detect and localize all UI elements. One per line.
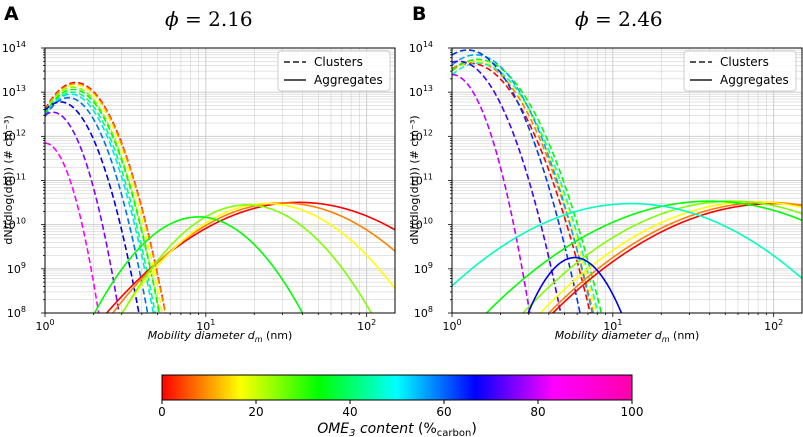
series-group xyxy=(452,49,802,313)
legend: Clusters Aggregates xyxy=(683,50,797,92)
series-dashed-80 xyxy=(45,101,140,313)
colorbar-tick-label: 40 xyxy=(342,405,357,419)
y-tick-label: 108 xyxy=(7,305,26,320)
series-dashed-10 xyxy=(45,82,167,313)
y-tick-label: 109 xyxy=(7,261,26,276)
phi-symbol: ϕ xyxy=(575,7,589,31)
series-dashed-0 xyxy=(452,62,592,313)
x-axis-label: Mobility diameter dm (nm) xyxy=(555,329,700,344)
phi-value: 2.16 xyxy=(208,7,253,31)
colorbar: 0 20 40 60 80 100 OME3 content (%carbon) xyxy=(158,374,643,437)
series-solid-30 xyxy=(522,200,802,313)
series-solid-30 xyxy=(121,204,373,313)
series-solid-20 xyxy=(539,200,802,313)
y-tick-label: 108 xyxy=(414,305,433,320)
x-tick-label: 100 xyxy=(35,318,54,333)
panel-a: A ϕ = 2.16 100 101 10210810910101011101210… xyxy=(2,3,396,344)
y-tick-label: 1014 xyxy=(2,40,26,55)
series-dashed-55 xyxy=(452,62,599,313)
series-dashed-85 xyxy=(452,60,562,313)
panel-letter-b: B xyxy=(412,3,426,25)
x-tick-label: 102 xyxy=(764,318,783,333)
y-tick-label: 1014 xyxy=(409,40,433,55)
y-tick-label: 1013 xyxy=(2,84,26,99)
series-dashed-20 xyxy=(45,84,164,313)
y-axis-label: dN/(dlog(dm)) (# cm⁻³) xyxy=(408,115,421,244)
y-tick-label: 1013 xyxy=(409,84,433,99)
series-dashed-95 xyxy=(452,73,531,313)
x-tick-label: 101 xyxy=(603,318,622,333)
panel-letter-a: A xyxy=(4,3,19,25)
series-solid-40 xyxy=(93,216,304,313)
axis-ticks: 100 101 102 108 109 1010 1011 1012 1013 1014 xyxy=(409,40,783,333)
y-tick-label: 1012 xyxy=(409,128,433,143)
y-axis-label: dN/(dlog(dm)) (# cm⁻³) xyxy=(2,115,15,244)
series-group xyxy=(45,81,395,313)
x-tick-label: 102 xyxy=(357,318,376,333)
colorbar-label: OME3 content (%carbon) xyxy=(317,421,477,437)
legend-label-aggregates: Aggregates xyxy=(720,73,789,87)
colorbar-ticks: 0 20 40 60 80 100 xyxy=(158,400,643,419)
x-tick-label: 101 xyxy=(196,318,215,333)
legend-label-clusters: Clusters xyxy=(314,55,363,69)
series-solid-40 xyxy=(485,200,802,313)
grid xyxy=(44,47,395,314)
series-dashed-0 xyxy=(45,81,167,313)
series-dashed-40 xyxy=(452,58,603,313)
series-dashed-70 xyxy=(45,96,149,313)
series-dashed-20 xyxy=(452,60,597,313)
series-dashed-90 xyxy=(45,111,120,313)
series-solid-0 xyxy=(105,201,395,313)
series-solid-0 xyxy=(551,202,802,313)
x-axis-label: Mobility diameter dm (nm) xyxy=(148,329,293,344)
y-tick-label: 1011 xyxy=(409,173,433,188)
y-tick-label: 1010 xyxy=(2,217,26,232)
axis-ticks: 100 101 102 108 109 1010 1011 1012 1013 1014 xyxy=(2,40,376,333)
colorbar-tick-label: 20 xyxy=(248,405,263,419)
series-solid-55 xyxy=(452,202,802,287)
panel-b: B ϕ = 2.46 100 101 10210810910101011101210… xyxy=(408,3,803,344)
series-dashed-100 xyxy=(45,142,100,313)
phi-symbol: ϕ xyxy=(165,7,179,31)
series-dashed-65 xyxy=(452,54,594,313)
legend: Clusters Aggregates xyxy=(277,50,391,92)
y-tick-label: 1010 xyxy=(409,217,433,232)
series-solid-10 xyxy=(111,202,395,313)
colorbar-tick-label: 100 xyxy=(621,405,644,419)
colorbar-tick-label: 80 xyxy=(530,405,545,419)
panel-a-title: ϕ = 2.16 xyxy=(165,7,253,31)
colorbar-gradient xyxy=(161,374,633,401)
series-solid-80 xyxy=(527,256,623,313)
panel-b-title: ϕ = 2.46 xyxy=(575,7,663,31)
series-dashed-50 xyxy=(45,91,156,313)
colorbar-tick-label: 60 xyxy=(436,405,451,419)
series-dashed-75 xyxy=(452,49,581,313)
y-tick-label: 109 xyxy=(414,261,433,276)
legend-label-aggregates: Aggregates xyxy=(314,73,383,87)
x-tick-label: 100 xyxy=(442,318,461,333)
phi-value: 2.46 xyxy=(618,7,663,31)
colorbar-tick-label: 0 xyxy=(158,405,166,419)
y-tick-label: 1011 xyxy=(2,173,26,188)
series-dashed-40 xyxy=(45,88,161,313)
legend-label-clusters: Clusters xyxy=(720,55,769,69)
series-solid-10 xyxy=(547,201,802,313)
y-tick-label: 1012 xyxy=(2,128,26,143)
